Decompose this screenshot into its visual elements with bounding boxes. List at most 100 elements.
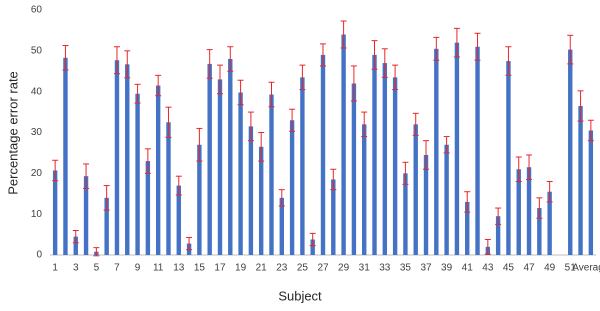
- error-bar: [484, 238, 491, 255]
- error-bar: [155, 74, 162, 97]
- bar: [52, 170, 58, 255]
- x-tick-label: 13: [173, 263, 185, 274]
- y-tick-label: 60: [31, 5, 43, 16]
- x-tick-label: 7: [114, 263, 120, 274]
- bar: [351, 83, 357, 255]
- x-tick-label: 51: [565, 263, 577, 274]
- error-bar: [464, 191, 471, 213]
- x-tick-label: 21: [256, 263, 268, 274]
- error-bar: [320, 43, 326, 67]
- bar: [176, 185, 181, 255]
- error-bar: [392, 64, 399, 91]
- bar: [320, 54, 326, 255]
- error-bar: [52, 159, 59, 182]
- bar: [465, 201, 470, 255]
- error-bar: [186, 236, 193, 251]
- error-bar: [402, 161, 409, 185]
- error-bar: [309, 232, 316, 247]
- bar: [454, 42, 460, 255]
- bar: [331, 179, 336, 255]
- bar: [197, 144, 202, 255]
- error-bar: [144, 148, 151, 174]
- error-bar: [505, 46, 512, 76]
- x-tick-label: 1: [52, 263, 58, 274]
- bar: [145, 161, 151, 255]
- error-bar: [567, 34, 574, 65]
- error-bar: [495, 207, 502, 225]
- error-bar: [227, 46, 234, 72]
- x-tick-label: 35: [400, 263, 412, 274]
- bar: [578, 105, 583, 255]
- x-tick-label: 15: [194, 263, 206, 274]
- bar: [166, 122, 171, 256]
- bar: [279, 197, 284, 255]
- bar: [135, 93, 140, 255]
- y-tick-label: 30: [31, 127, 43, 138]
- error-bar: [93, 247, 100, 257]
- bar: [83, 176, 89, 255]
- bar: [423, 154, 429, 255]
- error-bar: [206, 49, 213, 79]
- x-tick-label: 37: [420, 263, 432, 274]
- bar: [238, 92, 243, 255]
- error-bar: [350, 65, 357, 102]
- error-bar: [340, 20, 347, 49]
- y-axis-title: Percentage error rate: [5, 71, 20, 195]
- bar: [362, 124, 367, 255]
- error-bar: [216, 64, 223, 95]
- bar: [392, 77, 398, 255]
- bar: [568, 49, 573, 255]
- bar: [588, 130, 594, 255]
- error-bar: [247, 111, 254, 142]
- bar: [125, 64, 130, 255]
- bar: [217, 79, 223, 256]
- x-tick-label: 9: [135, 263, 141, 274]
- bar: [63, 57, 68, 256]
- x-tick-label: Average: [572, 263, 600, 274]
- bar: [300, 77, 305, 255]
- x-tick-label: 23: [276, 263, 288, 274]
- bar: [207, 63, 212, 256]
- error-bar: [526, 154, 533, 180]
- bar: [506, 61, 511, 255]
- error-bar: [175, 175, 182, 196]
- bar: [310, 239, 315, 255]
- x-tick-label: 27: [317, 263, 329, 274]
- bar: [341, 34, 346, 255]
- error-bar: [258, 132, 265, 162]
- error-bar: [515, 156, 522, 182]
- x-tick-label: 5: [94, 263, 100, 274]
- y-tick-label: 40: [31, 86, 43, 97]
- error-bar: [237, 79, 244, 106]
- x-axis-title: Subject: [278, 288, 322, 303]
- error-bar: [577, 90, 584, 122]
- error-bar: [433, 36, 440, 61]
- bar: [475, 46, 480, 255]
- x-tick-label: 19: [235, 263, 247, 274]
- bar: [403, 173, 408, 255]
- bar: [269, 94, 274, 256]
- error-bar: [546, 181, 553, 203]
- error-bar: [103, 185, 110, 211]
- bar: [382, 63, 388, 256]
- bar: [248, 126, 254, 255]
- error-bar: [423, 140, 430, 170]
- x-tick-label: 33: [379, 263, 391, 274]
- x-tick-label: 11: [153, 263, 164, 274]
- bar: [413, 124, 418, 255]
- error-bar: [587, 119, 594, 142]
- bar: [526, 167, 532, 255]
- x-tick-label: 47: [523, 263, 535, 274]
- error-bar: [113, 46, 120, 75]
- x-tick-label: 29: [338, 263, 350, 274]
- error-bar: [72, 230, 79, 244]
- error-bar: [381, 48, 388, 78]
- error-bar: [443, 136, 450, 154]
- x-tick-label: 49: [544, 263, 556, 274]
- x-tick-label: 39: [441, 263, 453, 274]
- error-bar: [371, 40, 378, 70]
- bar: [372, 54, 377, 255]
- x-tick-label: 45: [503, 263, 515, 274]
- error-bar: [62, 45, 69, 71]
- error-bar: [474, 32, 481, 61]
